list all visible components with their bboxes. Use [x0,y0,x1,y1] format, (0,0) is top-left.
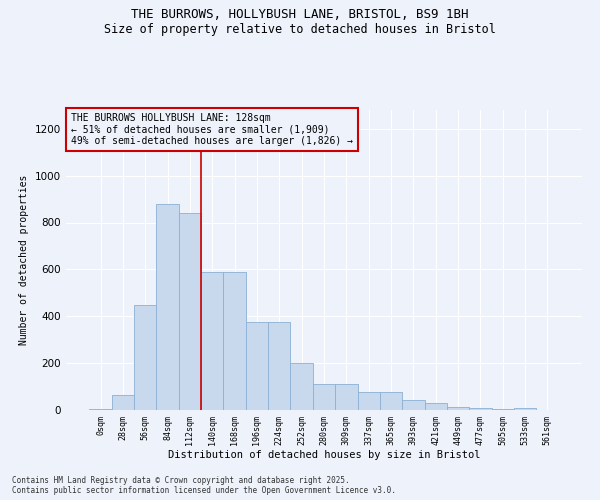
Bar [425,402,447,410]
Bar [491,409,514,410]
Bar [335,384,358,410]
Bar [290,363,313,410]
Bar [447,407,469,410]
Bar [157,204,179,410]
Y-axis label: Number of detached properties: Number of detached properties [19,175,29,345]
Bar [268,322,290,410]
Text: THE BURROWS, HOLLYBUSH LANE, BRISTOL, BS9 1BH: THE BURROWS, HOLLYBUSH LANE, BRISTOL, BS… [131,8,469,20]
Bar [514,408,536,410]
Bar [380,392,402,410]
Bar [469,408,491,410]
Bar [223,272,246,410]
Bar [112,396,134,410]
Text: Contains HM Land Registry data © Crown copyright and database right 2025.
Contai: Contains HM Land Registry data © Crown c… [12,476,396,495]
Bar [89,409,112,410]
Text: THE BURROWS HOLLYBUSH LANE: 128sqm
← 51% of detached houses are smaller (1,909)
: THE BURROWS HOLLYBUSH LANE: 128sqm ← 51%… [71,113,353,146]
Bar [402,400,425,410]
Bar [134,304,157,410]
Bar [358,392,380,410]
Bar [179,213,201,410]
Bar [201,272,223,410]
Text: Size of property relative to detached houses in Bristol: Size of property relative to detached ho… [104,22,496,36]
Bar [246,322,268,410]
Bar [313,384,335,410]
X-axis label: Distribution of detached houses by size in Bristol: Distribution of detached houses by size … [168,450,480,460]
